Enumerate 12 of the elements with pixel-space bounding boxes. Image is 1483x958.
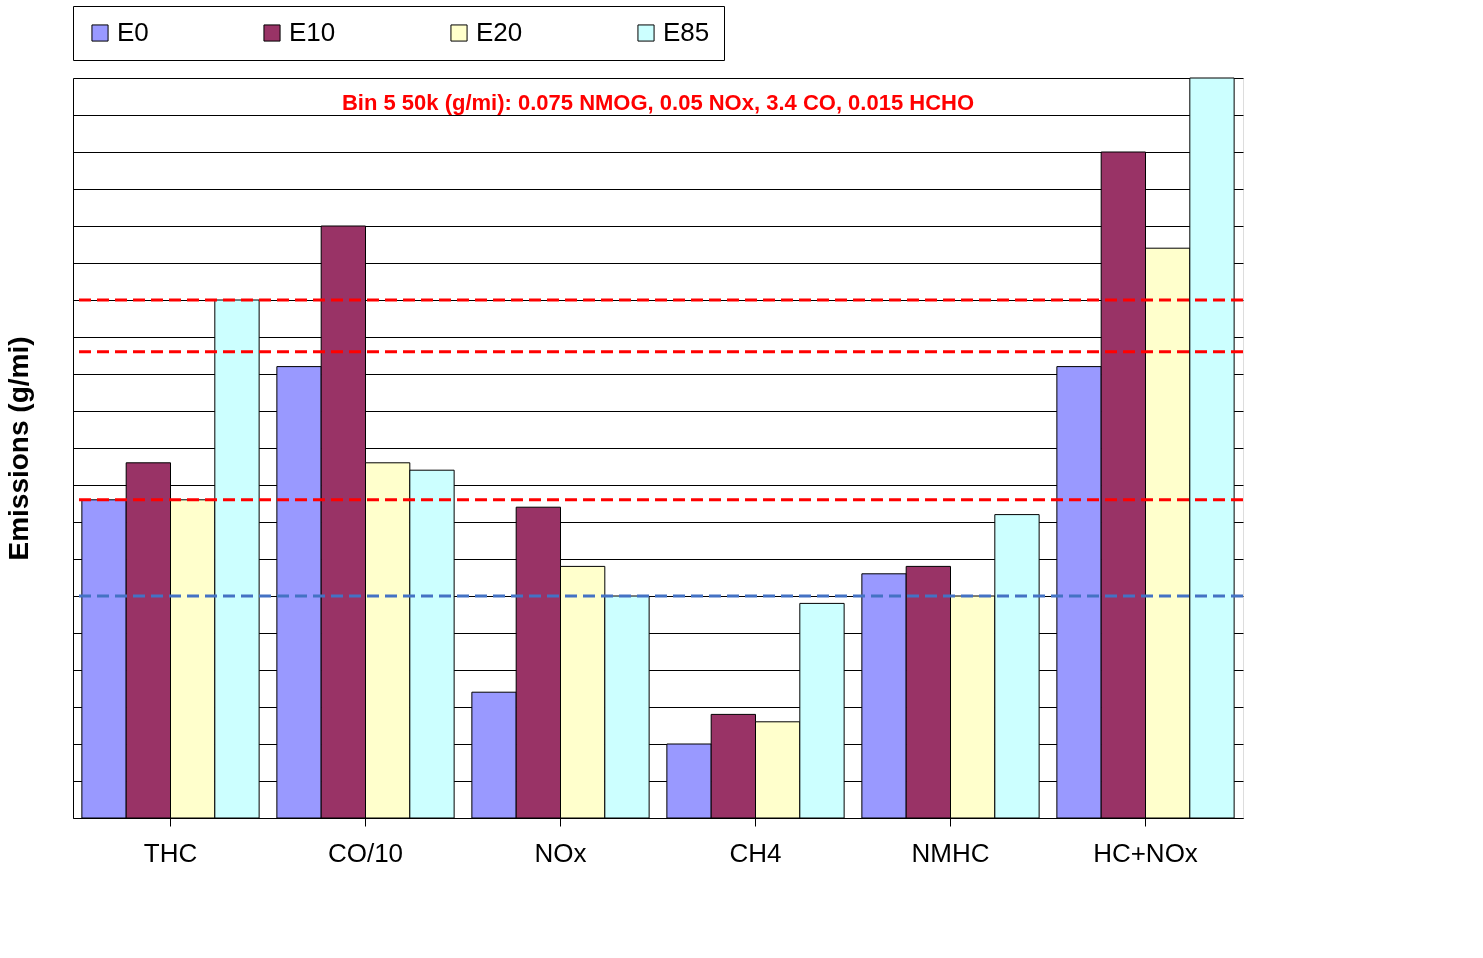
legend-label: E0 xyxy=(117,17,149,47)
x-tick-label: THC xyxy=(143,837,198,868)
x-tick-label: CO/10 xyxy=(327,837,404,868)
x-tick-label: NMHC xyxy=(911,837,990,868)
x-tick-label: NOx xyxy=(534,837,587,868)
legend-label: E20 xyxy=(476,17,523,47)
legend-label: E10 xyxy=(289,17,336,47)
annotation: Bin 5 50k (g/mi): 0.075 NMOG, 0.05 NOx, 3.4 CO, 0.015 HCHO xyxy=(341,90,975,115)
y-axis-title: Emissions (g/mi) xyxy=(2,336,34,561)
x-tick-label: CH4 xyxy=(729,837,782,868)
x-tick-label: HC+NOx xyxy=(1093,837,1198,868)
legend-label: E85 xyxy=(663,17,710,47)
